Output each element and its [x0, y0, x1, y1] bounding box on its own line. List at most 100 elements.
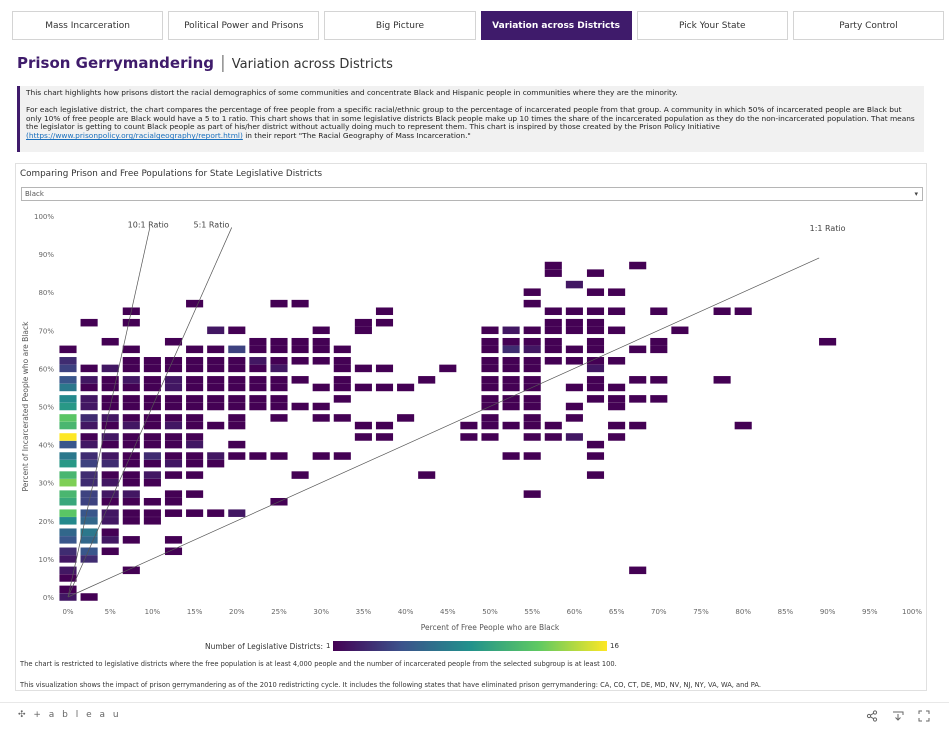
- heatmap-cell: [80, 395, 98, 403]
- heatmap-cell: [207, 402, 225, 411]
- heatmap-cell: [122, 452, 140, 460]
- download-icon[interactable]: [892, 710, 904, 725]
- heatmap-cell: [122, 383, 140, 392]
- heatmap-cell: [565, 345, 583, 354]
- heatmap-cell: [586, 383, 605, 392]
- heatmap-cell: [608, 307, 626, 316]
- heatmap-cell: [207, 376, 225, 384]
- heatmap-cell: [565, 383, 583, 392]
- heatmap-cell: [481, 395, 499, 403]
- heatmap-cell: [164, 440, 183, 449]
- heatmap-cell: [608, 288, 626, 296]
- heatmap-cell: [164, 433, 183, 441]
- heatmap-cell: [460, 433, 478, 441]
- heatmap-cell: [249, 383, 267, 392]
- heatmap-cell: [608, 357, 626, 365]
- heatmap-cell: [544, 433, 562, 441]
- tab-party-control[interactable]: Party Control: [792, 11, 945, 40]
- heatmap-cell: [249, 357, 267, 365]
- heatmap-cell: [586, 307, 605, 316]
- heatmap-cell: [249, 376, 267, 384]
- heatmap-cell: [164, 364, 183, 373]
- heatmap-cell: [544, 318, 562, 327]
- heatmap-cell: [143, 395, 161, 403]
- heatmap-cell: [207, 326, 225, 335]
- heatmap-cell: [228, 364, 246, 373]
- heatmap-cell: [101, 364, 119, 373]
- heatmap-cell: [523, 376, 541, 384]
- y-tick-label: 20%: [38, 518, 54, 526]
- x-tick-label: 45%: [440, 608, 456, 616]
- heatmap-cell: [650, 345, 668, 354]
- y-tick-label: 70%: [38, 327, 54, 335]
- heatmap-cell: [481, 357, 499, 365]
- heatmap-cell: [207, 357, 225, 365]
- heatmap-cell: [291, 299, 309, 308]
- heatmap-cell: [228, 357, 246, 365]
- heatmap-cell: [481, 345, 499, 354]
- heatmap-cell: [101, 528, 119, 536]
- heatmap-cell: [502, 357, 520, 365]
- heatmap-cell: [354, 326, 372, 335]
- heatmap-cell: [186, 433, 204, 441]
- heatmap-cell: [270, 395, 288, 403]
- heatmap-cell: [333, 364, 351, 373]
- heatmap-cell: [143, 433, 161, 441]
- heatmap-cell: [228, 376, 246, 384]
- heatmap-cell: [80, 536, 98, 544]
- note-restriction: The chart is restricted to legislative d…: [20, 660, 617, 668]
- heatmap-cell: [143, 421, 161, 430]
- heatmap-cell: [481, 433, 499, 441]
- heatmap-cell: [586, 395, 605, 403]
- heatmap-cell: [375, 433, 394, 441]
- heatmap-cell: [586, 452, 605, 460]
- heatmap-cell: [270, 452, 288, 460]
- tab-variation-across-districts[interactable]: Variation across Districts: [480, 11, 632, 40]
- tab-pick-your-state[interactable]: Pick Your State: [636, 11, 788, 40]
- heatmap-cell: [59, 383, 77, 392]
- heatmap-cell: [143, 459, 161, 468]
- heatmap-cell: [312, 402, 330, 411]
- heatmap-cell: [586, 364, 605, 373]
- heatmap-cell: [544, 357, 562, 365]
- title-separator: |: [220, 53, 226, 73]
- heatmap-cell: [608, 383, 626, 392]
- heatmap-cell: [186, 414, 204, 422]
- tab-big-picture[interactable]: Big Picture: [324, 11, 476, 40]
- heatmap-cell: [80, 364, 98, 373]
- tab-mass-incarceration[interactable]: Mass Incarceration: [12, 11, 164, 40]
- share-icon[interactable]: [866, 710, 878, 725]
- fullscreen-icon[interactable]: [918, 710, 930, 725]
- heatmap-cell: [59, 478, 77, 487]
- heatmap-cell: [164, 421, 183, 430]
- heatmap-cell: [270, 376, 288, 384]
- report-link[interactable]: (https://www.prisonpolicy.org/racialgeog…: [26, 131, 243, 141]
- heatmap-cell: [59, 376, 77, 384]
- tableau-logo[interactable]: ✣ + a b l e a u: [18, 710, 122, 720]
- heatmap-cell: [608, 326, 626, 335]
- heatmap-cell: [122, 414, 140, 422]
- tab-political-power[interactable]: Political Power and Prisons: [168, 11, 320, 40]
- x-axis-label: Percent of Free People who are Black: [421, 623, 560, 632]
- heatmap-cell: [565, 307, 583, 316]
- x-tick-label: 80%: [735, 608, 751, 616]
- heatmap-cell: [143, 471, 161, 479]
- heatmap-cell: [186, 471, 204, 479]
- x-tick-label: 20%: [229, 608, 245, 616]
- race-group-dropdown[interactable]: Black ▾: [21, 187, 923, 201]
- heatmap-cell: [228, 414, 246, 422]
- heatmap-cell: [249, 395, 267, 403]
- chart-title: Comparing Prison and Free Populations fo…: [20, 169, 323, 179]
- legend-min: 1: [326, 642, 331, 650]
- heatmap-cell: [164, 536, 183, 544]
- heatmap-cell: [544, 421, 562, 430]
- heatmap-cell: [629, 395, 647, 403]
- heatmap-cell: [80, 414, 98, 422]
- heatmap-cell: [101, 509, 119, 517]
- heatmap-cell: [291, 337, 309, 346]
- heatmap-cell: [207, 452, 225, 460]
- heatmap-cell: [565, 357, 583, 365]
- heatmap-cell: [481, 326, 499, 335]
- heatmap-cell: [186, 402, 204, 411]
- heatmap-cell: [586, 288, 605, 296]
